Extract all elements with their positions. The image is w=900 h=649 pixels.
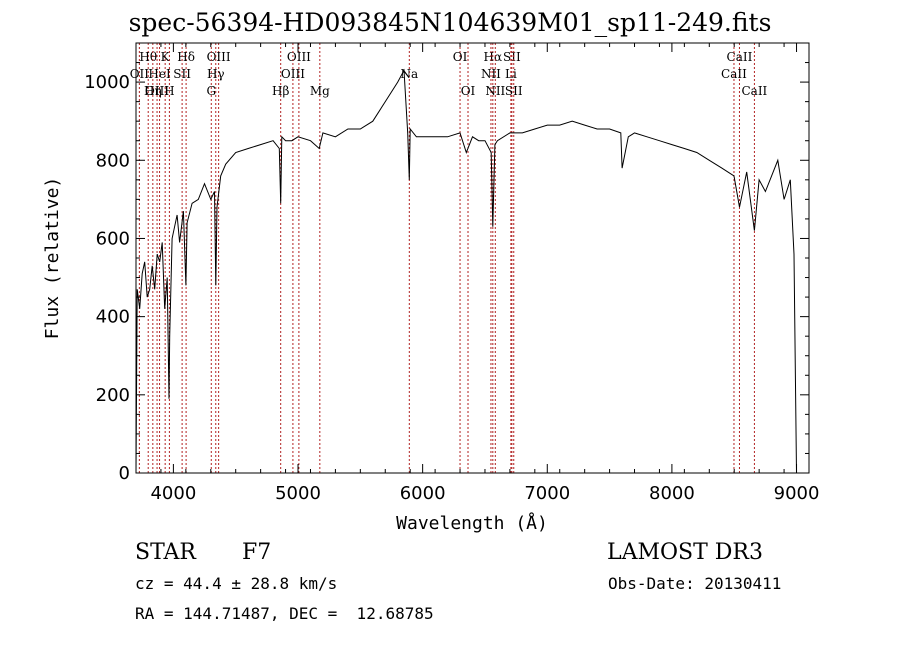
spectral-line-label: SII <box>173 67 191 81</box>
y-axis-label: Flux (relative) <box>42 177 63 340</box>
spectral-line-label: CaII <box>727 50 753 64</box>
ra-dec: RA = 144.71487, DEC = 12.68785 <box>135 604 434 623</box>
spectral-line-label: Hγ <box>207 67 225 81</box>
spectral-line-label: NII <box>481 67 501 81</box>
spectrum-line <box>135 68 797 474</box>
spectral-line-label: Hβ <box>272 84 289 98</box>
x-axis-label: Wavelength (Å) <box>396 512 548 534</box>
object-subclass: F7 <box>242 540 272 565</box>
y-tick-label: 200 <box>96 385 130 406</box>
observation-date: Obs-Date: 20130411 <box>608 574 782 593</box>
spectral-line-label: Li <box>505 67 517 81</box>
x-tick-label: 7000 <box>524 483 570 504</box>
object-class: STAR <box>135 540 196 565</box>
spectral-line-label: OIII <box>287 50 311 64</box>
x-tick-label: 5000 <box>275 483 321 504</box>
axis-ticks: 4000 5000 6000 7000 8000 9000 0 200 400 600 800 100… <box>84 42 820 504</box>
y-tick-label: 1000 <box>84 72 130 93</box>
chart-title: spec-56394-HD093845N104639M01_sp11-249.f… <box>128 8 772 37</box>
spectral-line-label: Hη <box>144 84 162 98</box>
spectral-line-label: Hα <box>484 50 503 64</box>
spectral-line-label: Mg <box>310 84 330 98</box>
survey-name: LAMOST DR3 <box>607 540 763 565</box>
x-tick-label: 9000 <box>774 483 820 504</box>
y-tick-label: 0 <box>119 463 130 484</box>
x-tick-label: 4000 <box>150 483 196 504</box>
spectral-line-label: Hθ <box>139 50 157 64</box>
spectral-line-label: G <box>206 84 216 98</box>
spectral-line-label: CaII <box>721 67 747 81</box>
x-tick-label: 6000 <box>400 483 446 504</box>
y-tick-label: 400 <box>96 307 130 328</box>
spectral-line-label: Hδ <box>177 50 195 64</box>
spectral-line-label: OIII <box>145 84 169 98</box>
spectral-line-label: CaII <box>741 84 767 98</box>
spectral-line-label: SII <box>505 84 523 98</box>
spectral-line-label: SII <box>503 50 521 64</box>
spectral-line-label: Na <box>400 67 418 81</box>
y-tick-label: 800 <box>96 150 130 171</box>
spectral-line-label: K <box>161 50 171 64</box>
spectral-line-label: H <box>164 84 174 98</box>
spectral-line-label: OII <box>130 67 150 81</box>
spectral-line-label: OIII <box>281 67 305 81</box>
spectral-line-label: OIII <box>207 50 231 64</box>
spectral-line-label: HeI <box>148 67 171 81</box>
redshift-cz: cz = 44.4 ± 28.8 km/s <box>135 574 338 593</box>
x-tick-label: 8000 <box>649 483 695 504</box>
y-tick-label: 600 <box>96 228 130 249</box>
spectral-line-label: NII <box>485 84 505 98</box>
spectral-line-label: OI <box>453 50 468 64</box>
plot-frame <box>135 42 810 474</box>
spectral-line-label: OI <box>461 84 476 98</box>
